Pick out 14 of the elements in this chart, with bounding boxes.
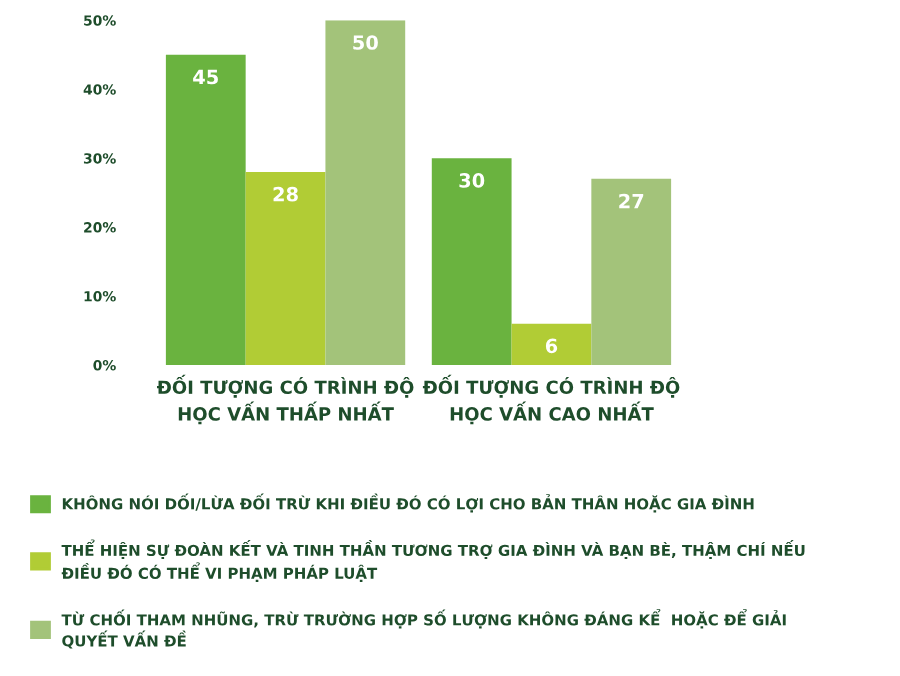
bar: [165, 54, 246, 366]
bar: [325, 20, 406, 366]
bar: [591, 178, 672, 366]
bar: [245, 171, 326, 366]
data-label: 50: [353, 35, 378, 50]
bar: [511, 323, 592, 366]
data-label: 45: [193, 69, 218, 85]
data-label: 28: [273, 186, 298, 202]
data-label: 30: [459, 173, 485, 188]
x-tick-label: ĐỐI TƯỢNG CÓ TRÌNH ĐỘ HỌC VẤN CAO NHẤT: [422, 374, 680, 425]
data-label: 27: [619, 193, 644, 209]
x-tick-label: ĐỐI TƯỢNG CÓ TRÌNH ĐỘ HỌC VẤN THẤP NHẤT: [156, 374, 414, 425]
bar: [431, 158, 512, 366]
data-label: 6: [545, 338, 558, 354]
